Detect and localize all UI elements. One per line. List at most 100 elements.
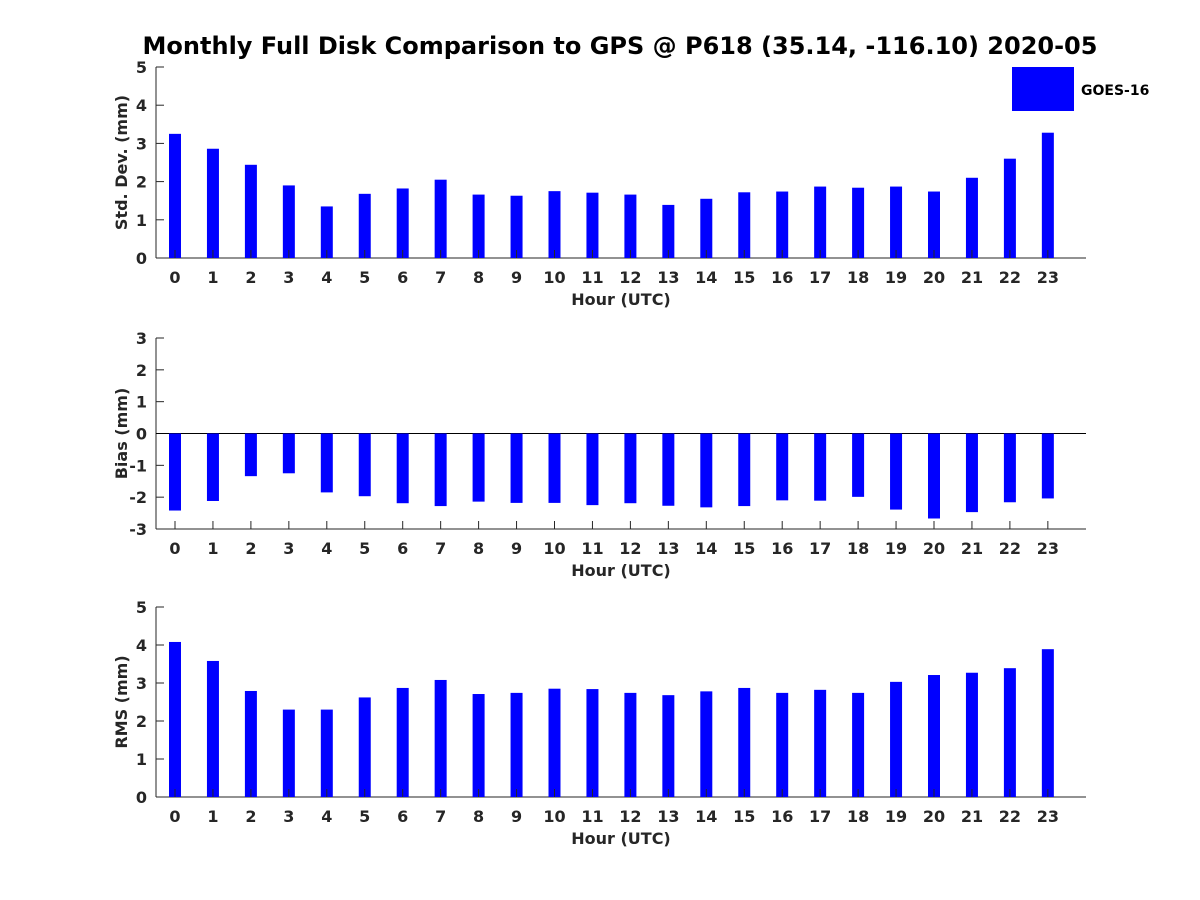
bar-hour-8 bbox=[472, 694, 485, 797]
bar-hour-1 bbox=[206, 433, 219, 501]
bar-hour-7 bbox=[434, 679, 447, 797]
y-tick-label: 1 bbox=[136, 211, 147, 230]
x-tick-label: 16 bbox=[771, 539, 793, 558]
bar-hour-12 bbox=[624, 433, 637, 504]
y-tick-label: 0 bbox=[136, 788, 147, 807]
bar-hour-2 bbox=[244, 690, 257, 797]
x-tick-label: 14 bbox=[695, 807, 717, 826]
x-tick-label: 8 bbox=[473, 268, 484, 287]
bar-hour-19 bbox=[890, 186, 903, 258]
x-tick-label: 5 bbox=[359, 807, 370, 826]
bar-hour-0 bbox=[169, 133, 181, 258]
bar-hour-20 bbox=[928, 675, 940, 797]
x-tick-label: 10 bbox=[543, 807, 565, 826]
x-tick-label: 17 bbox=[809, 268, 831, 287]
bar-hour-23 bbox=[1041, 433, 1054, 499]
bar-hour-20 bbox=[928, 433, 940, 519]
x-tick-label: 17 bbox=[809, 539, 831, 558]
bar-hour-5 bbox=[358, 193, 371, 258]
bar-hour-16 bbox=[776, 191, 789, 258]
x-tick-label: 4 bbox=[321, 807, 332, 826]
x-tick-label: 13 bbox=[657, 807, 679, 826]
x-axis-label: Hour (UTC) bbox=[571, 290, 671, 309]
y-tick-label: 4 bbox=[136, 96, 147, 115]
x-tick-label: 7 bbox=[435, 807, 446, 826]
bar-hour-10 bbox=[548, 191, 561, 258]
x-tick-label: 15 bbox=[733, 807, 755, 826]
x-tick-label: 3 bbox=[283, 268, 294, 287]
bar-hour-18 bbox=[852, 187, 865, 258]
bar-hour-14 bbox=[700, 433, 713, 508]
bar-hour-12 bbox=[624, 692, 637, 797]
bar-hour-22 bbox=[1003, 433, 1016, 503]
legend-swatch bbox=[1012, 67, 1074, 111]
bar-hour-4 bbox=[320, 709, 333, 797]
x-tick-label: 5 bbox=[359, 539, 370, 558]
x-tick-label: 5 bbox=[359, 268, 370, 287]
x-tick-label: 6 bbox=[397, 268, 408, 287]
x-tick-label: 11 bbox=[581, 268, 603, 287]
x-tick-label: 2 bbox=[245, 268, 256, 287]
bar-hour-4 bbox=[320, 206, 333, 258]
x-tick-label: 8 bbox=[473, 539, 484, 558]
bar-hour-8 bbox=[472, 194, 485, 258]
x-tick-label: 14 bbox=[695, 268, 717, 287]
x-tick-label: 19 bbox=[885, 807, 907, 826]
x-tick-label: 6 bbox=[397, 539, 408, 558]
bar-hour-10 bbox=[548, 433, 561, 503]
bar-hour-18 bbox=[852, 692, 865, 797]
x-tick-label: 15 bbox=[733, 539, 755, 558]
y-tick-label: -3 bbox=[129, 520, 147, 539]
bar-hour-6 bbox=[396, 188, 409, 258]
y-tick-label: 2 bbox=[136, 361, 147, 380]
bar-hour-17 bbox=[814, 433, 827, 501]
x-tick-label: 9 bbox=[511, 807, 522, 826]
bar-hour-17 bbox=[814, 689, 827, 797]
bar-hour-9 bbox=[510, 433, 523, 503]
x-tick-label: 11 bbox=[581, 539, 603, 558]
x-tick-label: 18 bbox=[847, 268, 869, 287]
bar-hour-21 bbox=[965, 433, 978, 513]
x-tick-label: 1 bbox=[207, 268, 218, 287]
bar-hour-3 bbox=[282, 709, 295, 797]
x-tick-label: 9 bbox=[511, 539, 522, 558]
x-tick-label: 18 bbox=[847, 539, 869, 558]
x-tick-label: 3 bbox=[283, 539, 294, 558]
x-tick-label: 23 bbox=[1037, 539, 1059, 558]
bar-hour-6 bbox=[396, 687, 409, 797]
bar-hour-8 bbox=[472, 433, 485, 502]
bar-hour-3 bbox=[282, 185, 295, 258]
x-tick-label: 19 bbox=[885, 539, 907, 558]
bar-hour-5 bbox=[358, 433, 371, 497]
y-tick-label: 4 bbox=[136, 636, 147, 655]
bar-hour-10 bbox=[548, 688, 561, 797]
bar-hour-11 bbox=[586, 192, 599, 258]
bar-hour-5 bbox=[358, 697, 371, 797]
x-tick-label: 12 bbox=[619, 268, 641, 287]
y-tick-label: 2 bbox=[136, 173, 147, 192]
x-tick-label: 0 bbox=[169, 539, 180, 558]
x-tick-label: 10 bbox=[543, 268, 565, 287]
x-tick-label: 12 bbox=[619, 807, 641, 826]
y-tick-label: 1 bbox=[136, 393, 147, 412]
bar-hour-0 bbox=[169, 641, 181, 797]
bar-hour-2 bbox=[244, 433, 257, 477]
bar-hour-19 bbox=[890, 433, 903, 510]
bar-hour-1 bbox=[206, 148, 219, 258]
x-axis-label: Hour (UTC) bbox=[571, 829, 671, 848]
x-axis-label: Hour (UTC) bbox=[571, 561, 671, 580]
x-tick-label: 16 bbox=[771, 807, 793, 826]
bar-hour-13 bbox=[662, 695, 675, 797]
x-tick-label: 2 bbox=[245, 539, 256, 558]
x-tick-label: 21 bbox=[961, 539, 983, 558]
bar-hour-17 bbox=[814, 186, 827, 258]
bar-hour-18 bbox=[852, 433, 865, 497]
legend-label: GOES-16 bbox=[1081, 83, 1149, 99]
x-tick-label: 20 bbox=[923, 807, 945, 826]
x-tick-label: 16 bbox=[771, 268, 793, 287]
bar-hour-13 bbox=[662, 204, 675, 258]
